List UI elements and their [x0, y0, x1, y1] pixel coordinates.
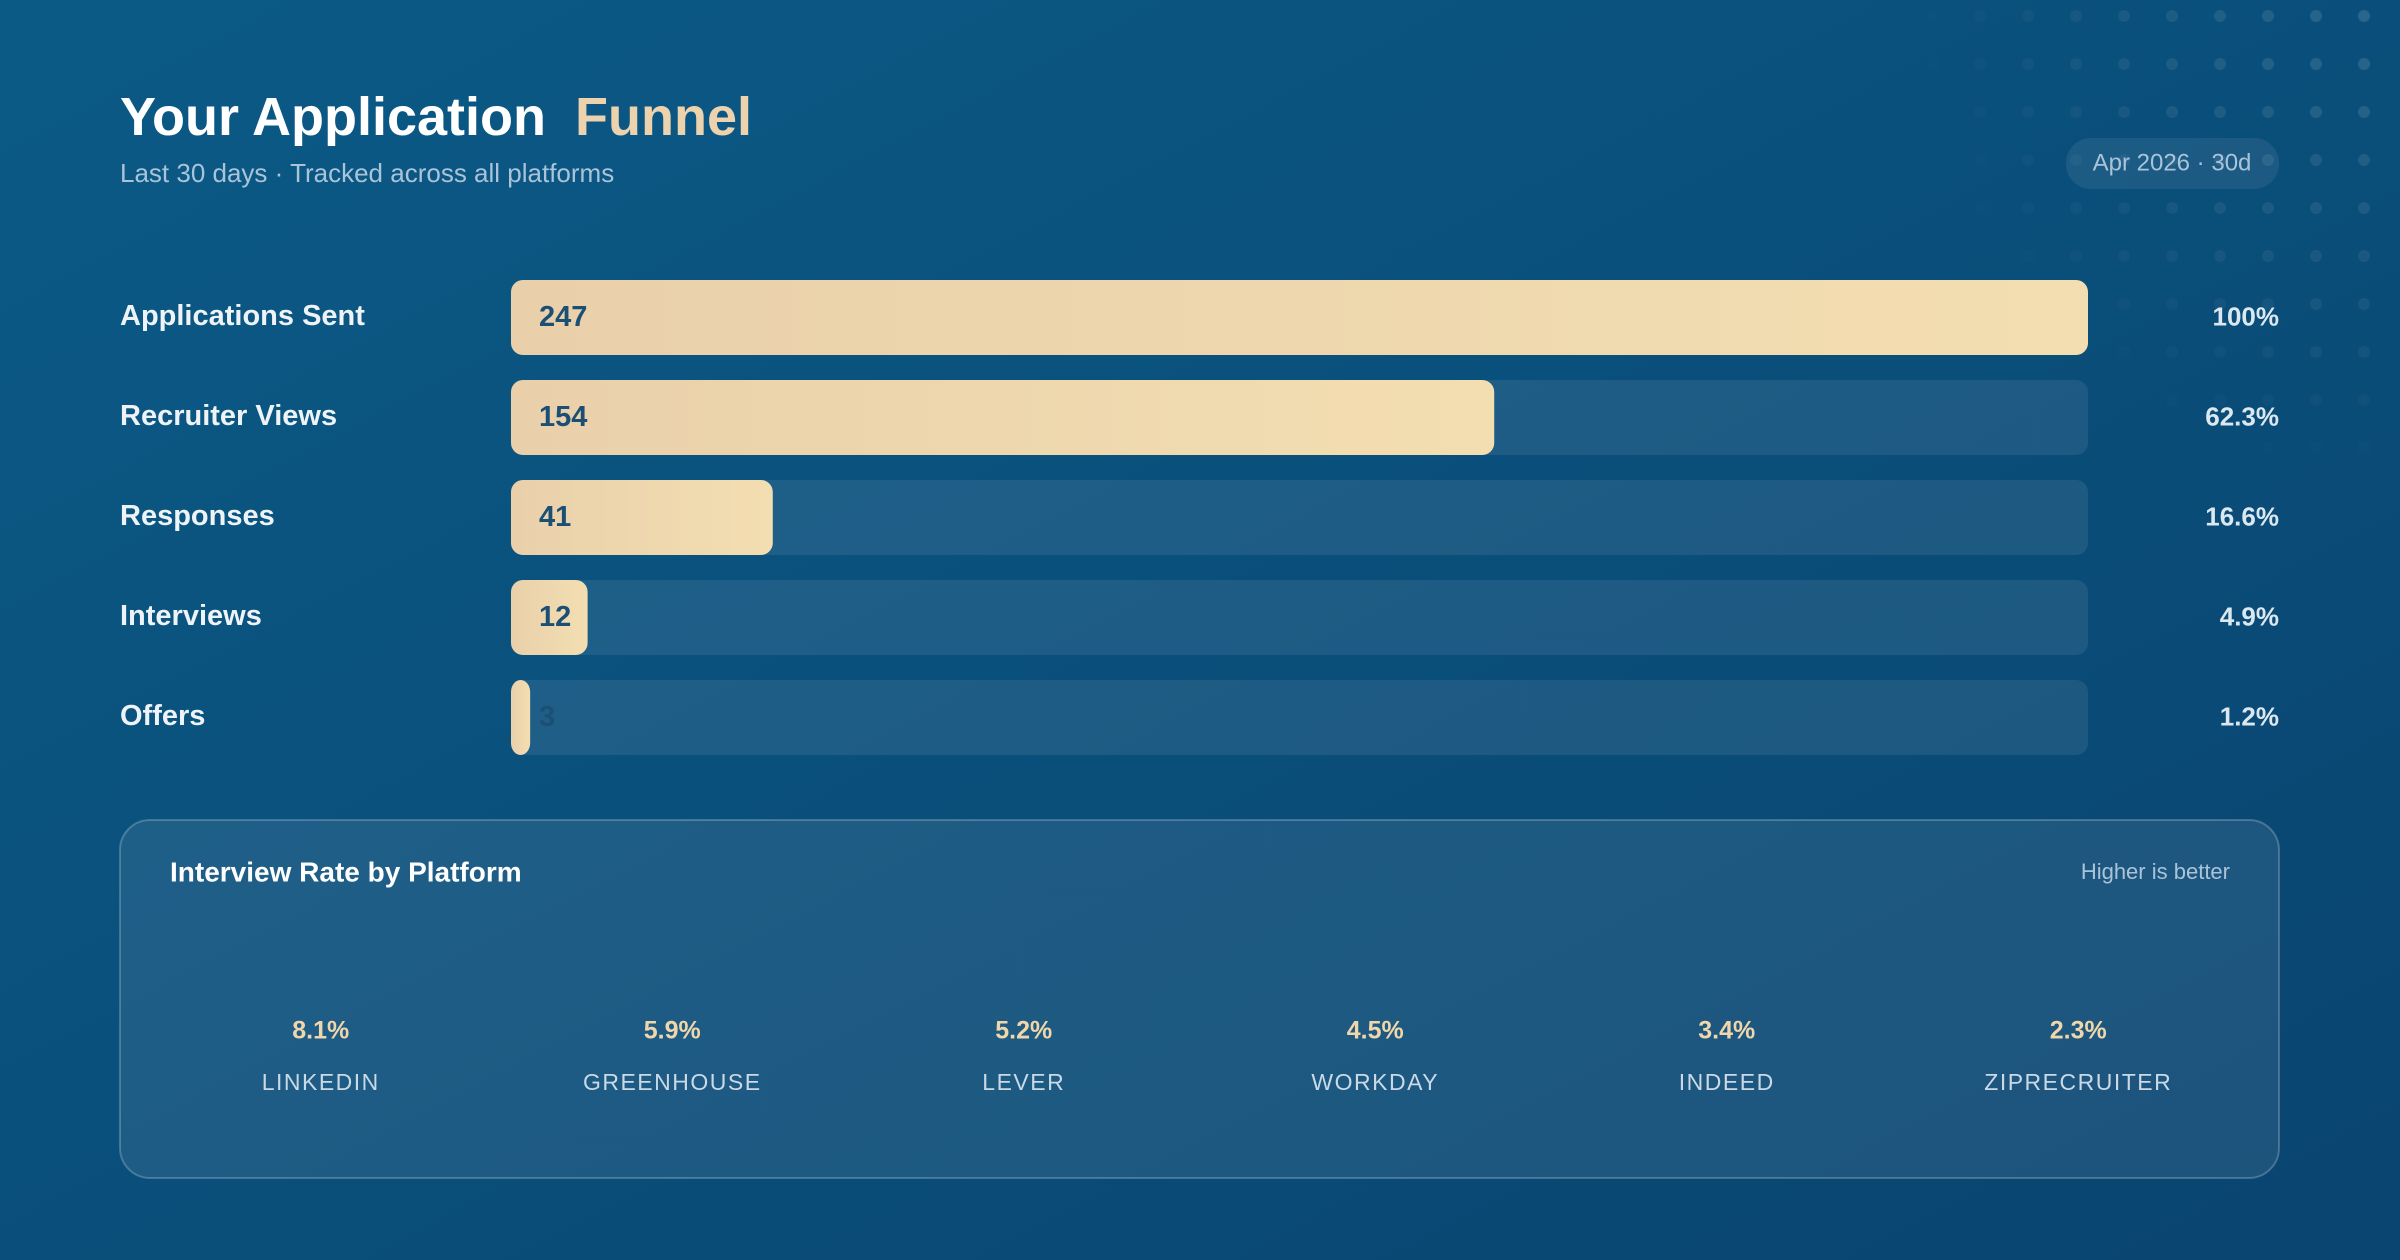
- platform-label: LEVER: [982, 1069, 1065, 1095]
- rate-value: 3.4%: [1698, 1017, 1755, 1045]
- title-highlight: Funnel: [575, 87, 752, 147]
- bar-track: [511, 680, 2088, 755]
- bar-track: [511, 480, 2088, 555]
- bar-value: 247: [539, 301, 587, 333]
- stage-label: Responses: [120, 500, 275, 532]
- share-label: 4.9%: [2220, 601, 2279, 631]
- rate-value: 5.2%: [995, 1017, 1052, 1045]
- panel-title: Interview Rate by Platform: [170, 856, 522, 887]
- platform-label: GREENHOUSE: [583, 1069, 762, 1095]
- bar-value: 154: [539, 401, 587, 433]
- platform-label: ZIPRECRUITER: [1984, 1069, 2172, 1095]
- platform-label: INDEED: [1679, 1069, 1775, 1095]
- rate-value: 4.5%: [1347, 1017, 1404, 1045]
- badge-text: Apr 2026 · 30d: [2093, 149, 2252, 176]
- bar-value: 12: [539, 601, 571, 633]
- bar: [511, 480, 773, 555]
- subtitle: Last 30 days · Tracked across all platfo…: [120, 158, 614, 188]
- bar: [511, 380, 1495, 455]
- badge: [2066, 138, 2279, 189]
- stage-label: Offers: [120, 700, 205, 732]
- panel-note: Higher is better: [2081, 859, 2230, 884]
- rate-value: 5.9%: [644, 1017, 701, 1045]
- platform-label: WORKDAY: [1311, 1069, 1439, 1095]
- share-label: 1.2%: [2220, 701, 2279, 731]
- rate-value: 2.3%: [2050, 1017, 2107, 1045]
- stage-label: Applications Sent: [120, 300, 365, 332]
- platform-label: LINKEDIN: [262, 1069, 380, 1095]
- share-label: 16.6%: [2205, 501, 2279, 531]
- stage-label: Interviews: [120, 600, 262, 632]
- title-main: Your Application: [120, 87, 546, 147]
- share-label: 62.3%: [2205, 401, 2279, 431]
- platform-panel: [119, 819, 2280, 1179]
- share-label: 100%: [2213, 301, 2280, 331]
- bar: [511, 680, 531, 755]
- bar-value: 41: [539, 501, 571, 533]
- bar: [511, 580, 588, 655]
- bar: [511, 280, 2088, 355]
- stage-label: Recruiter Views: [120, 400, 337, 432]
- page-title: Your Application Funnel: [120, 87, 752, 147]
- rate-value: 8.1%: [292, 1017, 349, 1045]
- bar-track: [511, 580, 2088, 655]
- bar-value: 3: [539, 701, 555, 733]
